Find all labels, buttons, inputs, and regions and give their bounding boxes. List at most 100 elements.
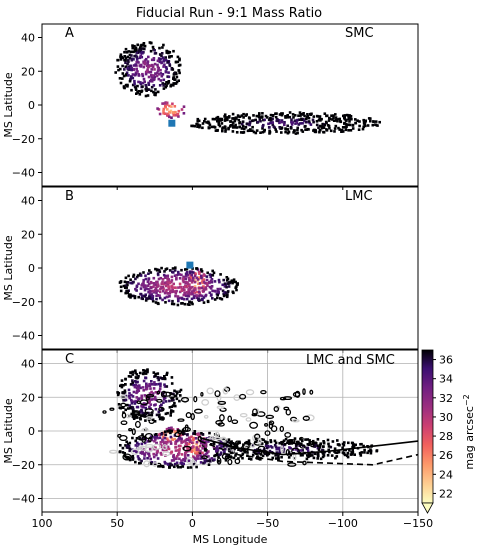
heatmap-cell xyxy=(134,88,138,91)
heatmap-cell xyxy=(153,93,156,96)
heatmap-cell xyxy=(186,294,190,298)
heatmap-cell xyxy=(218,117,221,121)
heatmap-cell xyxy=(243,450,247,454)
heatmap-cell xyxy=(161,102,164,105)
heatmap-cell xyxy=(148,291,152,295)
heatmap-cell xyxy=(362,125,365,129)
heatmap-cell xyxy=(241,122,244,126)
heatmap-cell xyxy=(139,274,143,277)
heatmap-cell xyxy=(148,384,152,388)
heatmap-cell xyxy=(180,453,184,456)
heatmap-cell xyxy=(183,455,187,459)
contour-loop xyxy=(219,414,225,422)
heatmap-cell xyxy=(348,114,351,117)
heatmap-cell xyxy=(152,387,156,390)
heatmap-cell xyxy=(140,397,143,400)
heatmap-cell xyxy=(200,294,204,298)
x-tick-label: 100 xyxy=(32,517,53,530)
contour-loop xyxy=(143,460,151,468)
heatmap-cell xyxy=(196,278,200,281)
heatmap-cell xyxy=(241,456,244,460)
heatmap-cell xyxy=(305,117,308,121)
heatmap-cell xyxy=(312,456,316,460)
contour-loop xyxy=(257,445,266,452)
heatmap-cell xyxy=(164,290,168,293)
heatmap-cell xyxy=(277,119,281,122)
heatmap-cell xyxy=(261,112,264,115)
heatmap-cell xyxy=(323,112,327,115)
heatmap-cell xyxy=(169,431,172,435)
heatmap-cell xyxy=(288,446,291,449)
heatmap-cell xyxy=(201,433,205,436)
colorbar-tick-label: 22 xyxy=(439,487,453,500)
heatmap-cell xyxy=(335,451,339,455)
heatmap-cell xyxy=(151,299,155,303)
heatmap-cell xyxy=(144,83,148,87)
heatmap-cell xyxy=(287,456,291,459)
heatmap-cell xyxy=(269,121,272,125)
heatmap-cell xyxy=(178,390,181,393)
heatmap-cell xyxy=(222,292,225,296)
heatmap-cell xyxy=(160,52,164,55)
heatmap-cell xyxy=(130,66,133,70)
heatmap-cell xyxy=(204,287,207,290)
heatmap-cell xyxy=(150,58,154,62)
heatmap-cell xyxy=(197,298,200,302)
heatmap-cell xyxy=(124,383,127,386)
heatmap-cell xyxy=(180,297,184,300)
heatmap-cell xyxy=(366,451,369,455)
x-axis-label: MS Longitude xyxy=(193,533,268,546)
heatmap-cell xyxy=(257,115,261,118)
heatmap-cell xyxy=(175,274,178,277)
heatmap-cell xyxy=(231,112,235,116)
heatmap-cell xyxy=(286,128,290,131)
heatmap-cell xyxy=(160,282,163,285)
heatmap-cell xyxy=(150,286,153,290)
heatmap-cell xyxy=(304,124,307,128)
heatmap-cell xyxy=(177,286,180,289)
heatmap-cell xyxy=(125,446,129,449)
heatmap-cell xyxy=(132,417,136,420)
heatmap-cell xyxy=(166,274,170,278)
heatmap-cell xyxy=(215,116,218,120)
heatmap-cell xyxy=(303,119,306,122)
heatmap-cell xyxy=(142,412,146,415)
heatmap-cell xyxy=(156,63,159,67)
heatmap-cell xyxy=(178,273,181,276)
heatmap-cell xyxy=(170,279,174,282)
heatmap-cell xyxy=(207,440,210,443)
heatmap-cell xyxy=(223,113,227,116)
heatmap-cell xyxy=(274,445,278,449)
heatmap-cell xyxy=(126,67,129,70)
heatmap-cell xyxy=(137,80,140,84)
heatmap-cell xyxy=(306,438,310,441)
heatmap-cell xyxy=(238,115,242,118)
heatmap-cell xyxy=(297,118,301,121)
heatmap-cell xyxy=(287,130,291,134)
heatmap-cell xyxy=(290,123,294,126)
heatmap-cell xyxy=(196,120,199,123)
heatmap-cell xyxy=(127,407,130,410)
heatmap-cell xyxy=(249,128,252,131)
heatmap-cell xyxy=(366,124,370,127)
heatmap-cell xyxy=(155,413,159,417)
heatmap-cell xyxy=(273,439,277,443)
heatmap-cell xyxy=(208,285,212,289)
heatmap-cell xyxy=(339,120,343,124)
heatmap-cell xyxy=(156,289,159,292)
heatmap-cell xyxy=(160,377,164,380)
contour-loop xyxy=(109,449,118,454)
heatmap-cell xyxy=(150,281,153,285)
contour-loop xyxy=(102,410,107,414)
contour-loop xyxy=(121,412,127,419)
heatmap-cell xyxy=(248,121,252,125)
heatmap-cell xyxy=(308,121,311,125)
heatmap-cell xyxy=(342,114,345,118)
heatmap-cell xyxy=(195,122,198,126)
heatmap-cell xyxy=(142,379,146,383)
heatmap-cell xyxy=(161,418,164,421)
heatmap-cell xyxy=(219,273,222,276)
heatmap-cell xyxy=(230,447,233,450)
heatmap-cell xyxy=(142,404,145,407)
